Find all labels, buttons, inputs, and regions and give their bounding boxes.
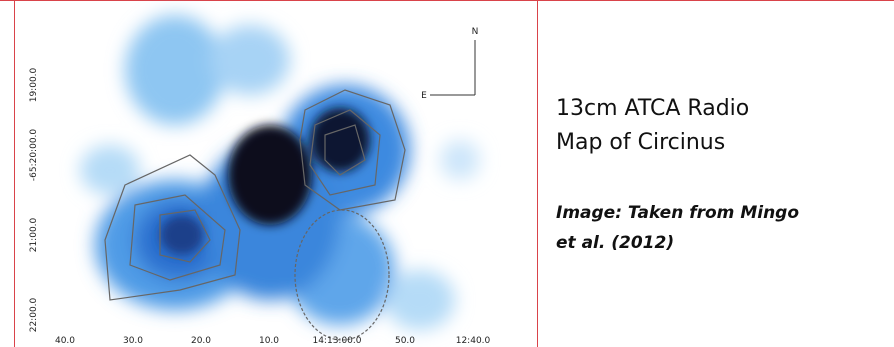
y-tick-label: 19:00.0 (29, 67, 39, 102)
x-tick-label: 20.0 (191, 336, 211, 346)
x-tick-label: 30.0 (123, 336, 143, 346)
page: N E 40.0 30.0 20.0 10.0 14:13:00.0 50.0 12:40.… (0, 0, 894, 347)
x-tick-label: 40.0 (55, 336, 75, 346)
compass-east: E (421, 91, 427, 101)
figure: N E 40.0 30.0 20.0 10.0 14:13:00.0 50.0 12:40.… (0, 0, 894, 347)
slide-title: 13cm ATCA Radio Map of Circinus (556, 92, 796, 160)
slide-caption: Image: Taken from Mingo et al. (2012) (556, 198, 818, 258)
y-tick-label: 21:00.0 (29, 217, 39, 252)
x-tick-label: 50.0 (395, 336, 415, 346)
y-tick-label: -65:20:00.0 (29, 129, 39, 182)
x-tick-label: 12:40.0 (456, 336, 491, 346)
y-tick-label: 22:00.0 (29, 297, 39, 332)
x-axis-labels: 40.0 30.0 20.0 10.0 14:13:00.0 50.0 12:40.0 (55, 336, 491, 346)
compass (430, 40, 475, 95)
x-tick-label: 14:13:00.0 (312, 336, 361, 346)
x-tick-label: 10.0 (259, 336, 279, 346)
y-axis-labels: 19:00.0 -65:20:00.0 21:00.0 22:00.0 (29, 67, 39, 332)
compass-north: N (472, 27, 479, 37)
